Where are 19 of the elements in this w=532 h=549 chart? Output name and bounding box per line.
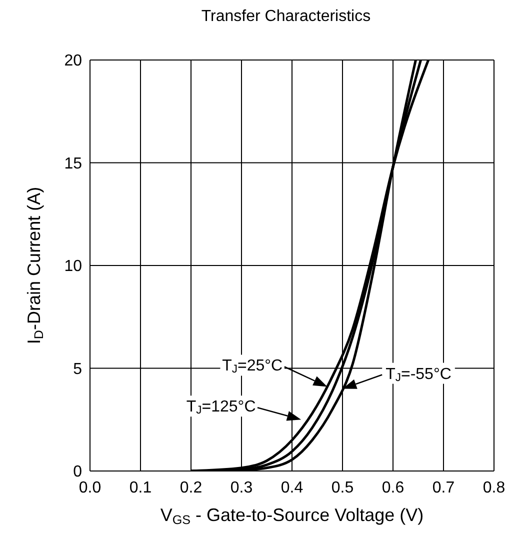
- y-tick-label: 15: [64, 155, 82, 172]
- x-tick-label: 0.1: [129, 479, 152, 496]
- annotation: T$_{J}$=-55°C: [386, 366, 452, 384]
- chart-title: Transfer Characteristics: [200, 8, 372, 27]
- x-tick-label: 0.3: [230, 479, 253, 496]
- y-tick-label: 10: [64, 258, 82, 276]
- y-tick-label: 0: [73, 464, 82, 481]
- x-tick-label: 0.7: [432, 479, 455, 496]
- annotation: T$_{J}$=25°C: [222, 358, 283, 376]
- x-axis-title: V$_{GS}$ - Gate-to-Source Voltage (V): [160, 505, 424, 527]
- y-tick-label: 5: [73, 360, 82, 378]
- x-tick-label: 0.8: [482, 479, 506, 496]
- annotation: T$_{J}$=125°C: [186, 398, 256, 417]
- x-tick-label: 0.4: [280, 479, 304, 496]
- x-tick-label: 0.6: [382, 479, 404, 496]
- y-tick-label: 20: [64, 52, 82, 70]
- x-tick-label: 0.0: [78, 479, 102, 496]
- x-tick-label: 0.2: [180, 479, 202, 496]
- x-tick-label: 0.5: [331, 479, 354, 496]
